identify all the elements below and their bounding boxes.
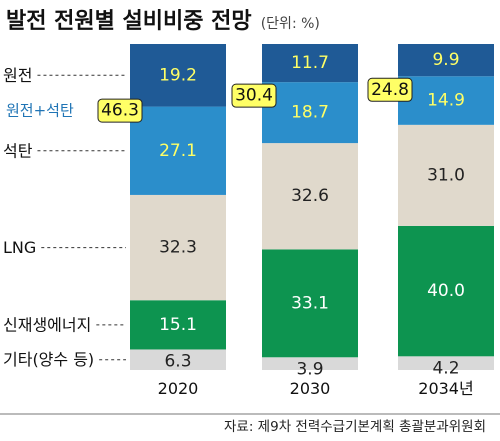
data-label: 14.9 — [427, 91, 465, 111]
data-label: 15.1 — [159, 315, 197, 335]
x-tick-label: 2020 — [158, 379, 199, 398]
bar-segment — [130, 44, 226, 107]
chart-header: 발전 전원별 설비비중 전망 (단위: %) — [6, 3, 320, 35]
bar-segment — [130, 349, 226, 370]
data-label: 27.1 — [159, 141, 197, 161]
data-label: 9.9 — [432, 50, 459, 70]
legend-label: LNG — [3, 238, 36, 257]
data-label: 3.9 — [296, 359, 323, 379]
chart-title: 발전 전원별 설비비중 전망 — [6, 9, 252, 34]
bar-segment — [130, 300, 226, 350]
x-tick-label: 2030 — [290, 379, 331, 398]
bar-segment — [398, 356, 494, 370]
source-note: 자료: 제9차 전력수급기본계획 총괄분과위원회 — [224, 419, 486, 435]
bar-segment — [398, 124, 494, 226]
combined-label: 원전+석탄 — [6, 102, 74, 120]
data-label: 6.3 — [164, 351, 191, 371]
bar-segment — [130, 194, 226, 301]
combined-value-label: 30.4 — [235, 86, 273, 106]
bar-segment — [398, 225, 494, 357]
data-label: 11.7 — [291, 53, 329, 73]
data-label: 4.2 — [432, 358, 459, 378]
combined-badge — [97, 98, 143, 123]
bar-segment — [130, 106, 226, 195]
unit-label: (단위: %) — [260, 16, 320, 32]
data-label: 31.0 — [427, 165, 465, 185]
combined-value-label: 24.8 — [371, 80, 409, 100]
data-label: 40.0 — [427, 281, 465, 301]
bar-segment — [262, 82, 358, 144]
data-label: 19.2 — [159, 65, 197, 85]
bar-segment — [262, 357, 358, 370]
combined-badge — [231, 83, 277, 108]
data-label: 32.6 — [291, 186, 329, 206]
bar-segment — [262, 44, 358, 83]
legend-label: 기타(양수 등) — [3, 350, 94, 369]
legend-label: 신재생에너지 — [3, 315, 91, 334]
legend-label: 석탄 — [3, 141, 33, 160]
bar-segment — [398, 44, 494, 77]
x-tick-label: 2034년 — [418, 379, 473, 398]
data-label: 32.3 — [159, 238, 197, 258]
bar-segment — [398, 76, 494, 125]
bar-segment — [262, 249, 358, 358]
combined-value-label: 46.3 — [101, 101, 139, 121]
legend-label: 원전 — [3, 66, 32, 85]
data-label: 18.7 — [291, 103, 329, 123]
bar-segment — [262, 143, 358, 250]
data-label: 33.1 — [291, 293, 329, 313]
combined-badge — [367, 77, 413, 102]
